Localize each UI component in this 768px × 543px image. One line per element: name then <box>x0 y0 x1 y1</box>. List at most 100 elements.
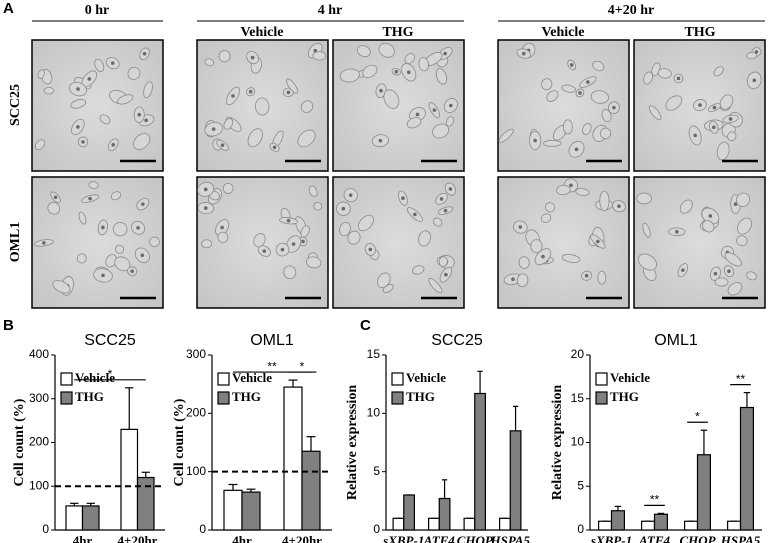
nucleus <box>541 254 545 259</box>
nucleus <box>348 193 353 197</box>
cell <box>735 192 751 207</box>
bar <box>81 505 100 531</box>
column-group: 4 hr <box>318 3 343 18</box>
cell <box>590 90 609 104</box>
bar <box>683 520 699 531</box>
cell <box>637 253 658 271</box>
nucleus <box>211 127 216 131</box>
y-axis-label: Relative expression <box>345 385 360 500</box>
bar <box>640 520 656 531</box>
bar <box>597 520 613 531</box>
significance-label: ** <box>267 359 277 373</box>
chart-title: SCC25 <box>431 332 483 349</box>
cell <box>339 68 360 83</box>
bar <box>428 517 440 531</box>
cell <box>746 271 757 281</box>
cell <box>253 232 266 248</box>
nucleus <box>533 138 537 143</box>
nucleus <box>406 70 411 75</box>
cell <box>127 66 141 80</box>
cell <box>247 128 263 148</box>
nucleus <box>88 196 92 201</box>
cell <box>435 68 448 85</box>
cell <box>143 81 153 99</box>
bar <box>463 517 476 531</box>
column-label: Vehicle <box>541 25 584 40</box>
column-label: THG <box>684 25 715 40</box>
cell <box>313 202 323 211</box>
nucleus <box>698 103 702 107</box>
nucleus <box>394 70 399 74</box>
cell <box>308 185 318 197</box>
nucleus <box>291 242 296 246</box>
nucleus <box>76 87 80 91</box>
cell <box>562 119 573 135</box>
chart-title: OML1 <box>250 332 294 349</box>
bar <box>499 517 511 531</box>
nucleus <box>511 277 515 282</box>
nucleus <box>569 63 574 67</box>
nucleus <box>250 55 255 60</box>
y-axis-label: Relative expression <box>550 385 565 500</box>
x-tick-label: sXBP-1 <box>590 533 632 543</box>
nucleus <box>574 147 579 152</box>
cell <box>716 141 730 161</box>
cell <box>339 221 351 237</box>
bar <box>438 497 451 531</box>
cell <box>541 78 553 91</box>
legend-label: THG <box>232 389 261 404</box>
cell <box>110 191 122 201</box>
nucleus <box>204 206 208 210</box>
nucleus <box>42 241 46 245</box>
cell <box>599 127 612 140</box>
cell <box>347 230 361 245</box>
bar <box>610 510 625 531</box>
cell <box>556 184 571 196</box>
y-tick-label: 5 <box>373 464 380 478</box>
nucleus <box>136 226 140 230</box>
nucleus <box>617 204 621 209</box>
nucleus <box>675 229 679 234</box>
cell <box>540 213 552 223</box>
cell <box>737 217 753 235</box>
cell <box>713 66 724 77</box>
nucleus <box>110 61 115 65</box>
cell <box>724 252 742 267</box>
nucleus <box>578 91 582 95</box>
cell <box>300 225 310 238</box>
nucleus <box>76 125 80 129</box>
y-tick-label: 5 <box>577 478 584 492</box>
cell <box>283 265 297 280</box>
y-tick-label: 200 <box>29 435 49 449</box>
nucleus <box>681 268 685 272</box>
nucleus <box>220 225 224 230</box>
significance-label: ** <box>736 372 746 386</box>
cell <box>404 53 415 64</box>
legend-swatch <box>60 391 73 405</box>
bar <box>403 494 415 531</box>
cell <box>599 190 610 212</box>
x-tick-label: CHOP <box>457 533 494 543</box>
cell <box>115 244 125 254</box>
cell <box>217 231 229 243</box>
chart-title: OML1 <box>654 332 698 349</box>
cell <box>543 139 562 147</box>
bar <box>136 476 155 531</box>
bar <box>301 450 321 531</box>
legend-label: Vehicle <box>75 370 115 385</box>
row-label: OML1 <box>8 222 23 262</box>
cell <box>300 100 314 113</box>
bar <box>726 520 742 531</box>
cell <box>223 118 234 130</box>
nucleus <box>449 103 453 108</box>
significance-label: * <box>108 367 113 381</box>
cell <box>428 277 443 294</box>
cell <box>94 58 105 72</box>
nucleus <box>140 253 145 258</box>
cell <box>679 199 693 214</box>
cell <box>383 89 400 109</box>
cell <box>204 58 215 67</box>
nucleus <box>231 94 235 98</box>
cell <box>438 256 448 268</box>
nucleus <box>280 247 285 252</box>
